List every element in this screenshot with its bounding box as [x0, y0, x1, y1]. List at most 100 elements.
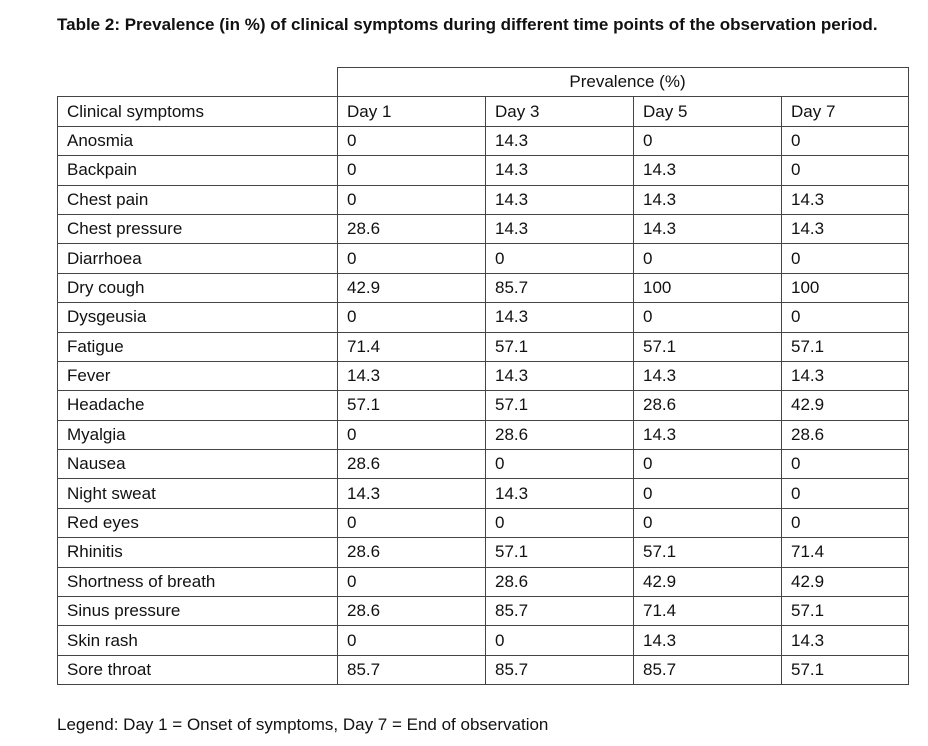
value-cell: 14.3 [633, 625, 782, 656]
value-cell: 71.4 [337, 331, 486, 362]
column-header: Day 5 [633, 96, 782, 127]
value-cell: 0 [337, 155, 486, 186]
value-cell: 57.1 [485, 331, 634, 362]
value-cell: 0 [633, 478, 782, 509]
value-cell: 14.3 [485, 125, 634, 157]
value-cell: 0 [485, 507, 634, 539]
value-cell: 14.3 [337, 478, 486, 509]
value-cell: 28.6 [485, 566, 634, 598]
symptom-cell: Backpain [57, 155, 338, 186]
value-cell: 42.9 [781, 566, 909, 598]
value-cell: 0 [781, 507, 909, 539]
value-cell: 0 [633, 302, 782, 333]
column-header: Day 7 [781, 96, 909, 127]
table-row: Red eyes 0 0 0 0 [57, 507, 909, 539]
value-cell: 71.4 [781, 537, 909, 568]
value-cell: 28.6 [781, 419, 909, 451]
value-cell: 85.7 [633, 654, 782, 686]
value-cell: 14.3 [633, 360, 782, 392]
value-cell: 28.6 [337, 449, 486, 480]
value-cell: 100 [633, 272, 782, 304]
value-cell: 14.3 [485, 184, 634, 215]
table-title: Table 2: Prevalence (in %) of clinical s… [57, 15, 878, 34]
value-cell: 57.1 [781, 654, 909, 686]
table: Prevalence (%) Clinical symptoms Day 1 Day… [57, 66, 909, 686]
value-cell: 42.9 [781, 390, 909, 421]
value-cell: 28.6 [337, 213, 486, 245]
value-cell: 14.3 [633, 213, 782, 245]
symptom-cell: Skin rash [57, 625, 338, 656]
value-cell: 57.1 [633, 331, 782, 362]
value-cell: 85.7 [485, 654, 634, 686]
value-cell: 0 [633, 243, 782, 274]
table-row: Anosmia 0 14.3 0 0 [57, 125, 909, 157]
value-cell: 0 [633, 449, 782, 480]
value-cell: 14.3 [781, 360, 909, 392]
value-cell: 42.9 [633, 566, 782, 598]
symptom-cell: Sore throat [57, 654, 338, 686]
value-cell: 14.3 [485, 155, 634, 186]
value-cell: 14.3 [485, 478, 634, 509]
value-cell: 0 [337, 302, 486, 333]
blank-cell [57, 67, 338, 98]
table-row: Headache 57.1 57.1 28.6 42.9 [57, 390, 909, 421]
table-row: Night sweat 14.3 14.3 0 0 [57, 478, 909, 509]
table-row: Skin rash 0 0 14.3 14.3 [57, 625, 909, 656]
table-row: Sinus pressure 28.6 85.7 71.4 57.1 [57, 596, 909, 627]
table-row: Backpain 0 14.3 14.3 0 [57, 155, 909, 186]
value-cell: 0 [781, 155, 909, 186]
value-cell: 57.1 [633, 537, 782, 568]
value-cell: 28.6 [337, 596, 486, 627]
value-cell: 14.3 [633, 419, 782, 451]
group-header-row: Prevalence (%) [57, 66, 909, 98]
symptom-cell: Dry cough [57, 272, 338, 304]
value-cell: 0 [633, 125, 782, 157]
symptom-cell: Chest pain [57, 184, 338, 215]
value-cell: 14.3 [485, 213, 634, 245]
symptom-cell: Fever [57, 360, 338, 392]
value-cell: 14.3 [485, 360, 634, 392]
table-row: Rhinitis 28.6 57.1 57.1 71.4 [57, 537, 909, 568]
value-cell: 0 [337, 243, 486, 274]
symptom-cell: Diarrhoea [57, 243, 338, 274]
value-cell: 28.6 [485, 419, 634, 451]
value-cell: 14.3 [781, 213, 909, 245]
value-cell: 57.1 [781, 331, 909, 362]
table-row: Chest pain 0 14.3 14.3 14.3 [57, 184, 909, 215]
symptom-cell: Red eyes [57, 507, 338, 539]
symptom-cell: Chest pressure [57, 213, 338, 245]
symptom-cell: Headache [57, 390, 338, 421]
value-cell: 14.3 [633, 155, 782, 186]
value-cell: 57.1 [485, 390, 634, 421]
symptom-cell: Nausea [57, 449, 338, 480]
column-header: Day 1 [337, 96, 486, 127]
table-row: Fatigue 71.4 57.1 57.1 57.1 [57, 331, 909, 362]
symptom-cell: Rhinitis [57, 537, 338, 568]
header-row: Clinical symptoms Day 1 Day 3 Day 5 Day 7 [57, 96, 909, 127]
symptom-cell: Shortness of breath [57, 566, 338, 598]
value-cell: 0 [337, 625, 486, 656]
legend: Legend: Day 1 = Onset of symptoms, Day 7… [57, 715, 549, 734]
value-cell: 14.3 [781, 625, 909, 656]
value-cell: 0 [781, 125, 909, 157]
value-cell: 14.3 [485, 302, 634, 333]
value-cell: 14.3 [337, 360, 486, 392]
value-cell: 0 [337, 507, 486, 539]
symptom-cell: Sinus pressure [57, 596, 338, 627]
symptom-cell: Night sweat [57, 478, 338, 509]
column-header: Clinical symptoms [57, 96, 338, 127]
value-cell: 0 [781, 243, 909, 274]
value-cell: 0 [781, 302, 909, 333]
value-cell: 0 [633, 507, 782, 539]
value-cell: 42.9 [337, 272, 486, 304]
value-cell: 0 [485, 243, 634, 274]
table-row: Chest pressure 28.6 14.3 14.3 14.3 [57, 213, 909, 245]
value-cell: 85.7 [485, 596, 634, 627]
symptom-cell: Fatigue [57, 331, 338, 362]
value-cell: 0 [337, 419, 486, 451]
value-cell: 14.3 [633, 184, 782, 215]
table-row: Nausea 28.6 0 0 0 [57, 449, 909, 480]
value-cell: 100 [781, 272, 909, 304]
table-body: Prevalence (%) Clinical symptoms Day 1 Day… [57, 66, 909, 686]
